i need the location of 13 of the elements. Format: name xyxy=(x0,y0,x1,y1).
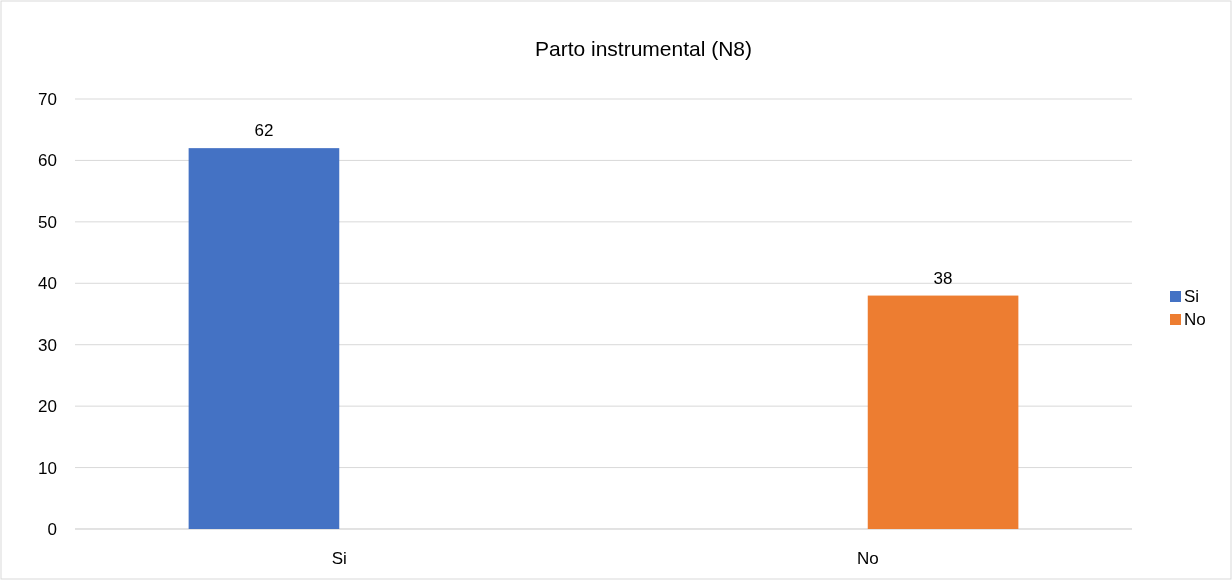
y-tick-label: 10 xyxy=(38,458,57,478)
data-label: 62 xyxy=(254,121,274,141)
y-tick-label: 30 xyxy=(38,335,57,355)
y-tick-label: 40 xyxy=(38,274,57,294)
y-tick-label: 0 xyxy=(47,519,57,539)
legend-label: Si xyxy=(1184,286,1200,306)
y-tick-label: 70 xyxy=(38,89,57,109)
legend-label: No xyxy=(1184,309,1206,329)
y-tick-label: 50 xyxy=(38,212,57,232)
data-label: 38 xyxy=(933,268,953,288)
chart-title: Parto instrumental (N8) xyxy=(534,37,753,60)
y-tick-label: 20 xyxy=(38,397,57,417)
y-tick-label: 60 xyxy=(38,151,57,171)
